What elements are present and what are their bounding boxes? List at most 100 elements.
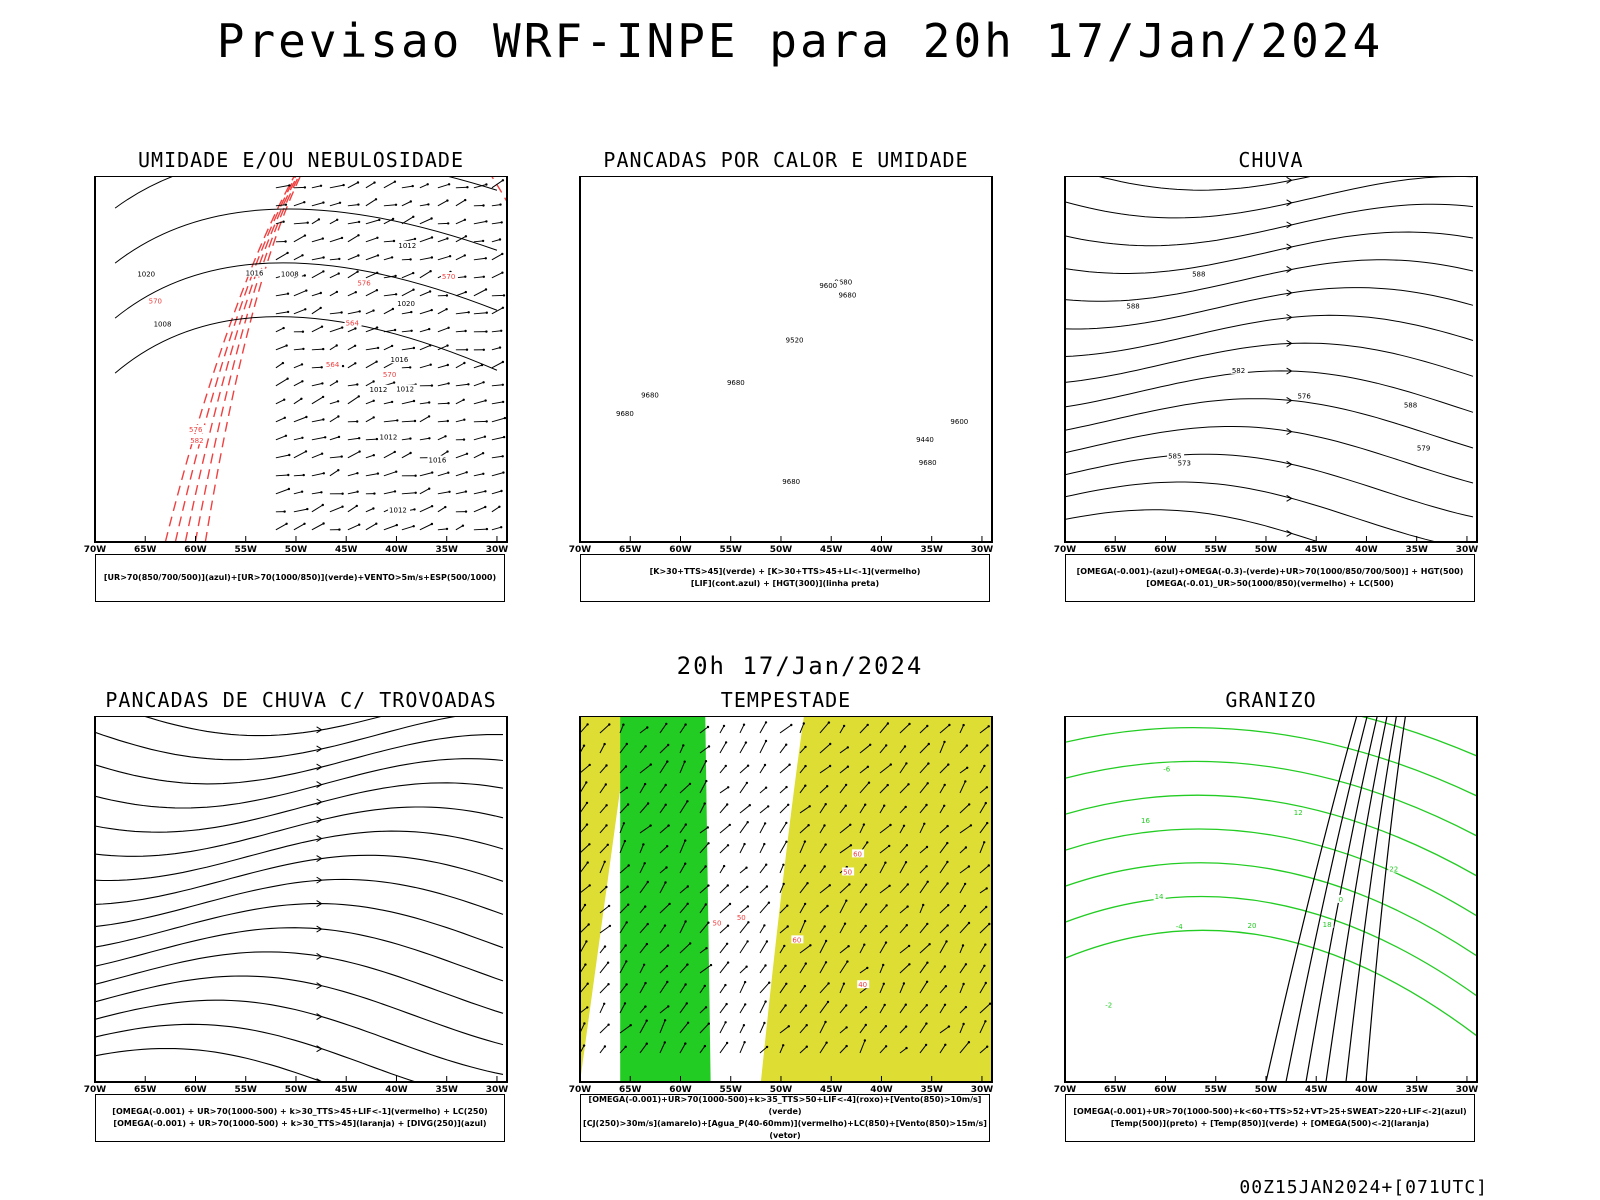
wind-vector <box>779 804 789 814</box>
wind-vector-head <box>946 860 949 864</box>
legend-line: [OMEGA(-0.001)+UR>70(1000-500)+k<60+TTS>… <box>1073 1107 1467 1116</box>
wind-vector-head <box>465 452 469 455</box>
wind-vector-head <box>828 884 831 887</box>
wind-vector-head <box>466 186 469 189</box>
wind-vector <box>839 725 845 734</box>
wind-vector-head <box>375 326 379 329</box>
wind-vector-head <box>986 1045 989 1048</box>
wind-vector-head <box>722 864 726 868</box>
wind-vector <box>491 239 501 243</box>
wind-vector-head <box>410 329 413 332</box>
wind-vector-head <box>498 238 502 241</box>
wind-vector <box>347 472 358 477</box>
wind-vector <box>473 276 484 279</box>
wind-vector <box>329 456 342 459</box>
wind-vector <box>383 401 393 405</box>
wind-vector <box>699 866 706 874</box>
wind-vector-head <box>947 763 950 766</box>
wind-vector-head <box>303 274 306 277</box>
wind-vector <box>759 1001 767 1014</box>
wind-vector <box>383 181 396 189</box>
lon-tick-label: 45W <box>820 1085 843 1095</box>
wind-vector-head <box>585 940 588 943</box>
wind-vector-head <box>705 947 708 950</box>
wind-vector-head <box>358 450 361 453</box>
wind-vector-head <box>447 222 450 225</box>
wind-vector <box>979 725 990 734</box>
wind-vector <box>799 1024 808 1034</box>
wind-vector-head <box>763 924 766 927</box>
wind-vector <box>329 327 343 333</box>
wind-vector-head <box>482 275 485 278</box>
wind-vector <box>819 803 827 814</box>
wind-vector-head <box>587 923 590 926</box>
contour-label-bg <box>1104 1000 1117 1009</box>
wind-vector <box>719 984 726 994</box>
wind-vector <box>699 964 712 974</box>
wind-vector <box>293 308 306 315</box>
thickness-contour <box>174 176 297 542</box>
wind-vector <box>419 402 430 405</box>
wind-vector-head <box>287 487 291 491</box>
wind-vector-head <box>342 183 345 187</box>
lon-tick-label: 55W <box>720 545 743 555</box>
wind-vector <box>659 945 669 954</box>
wind-vector <box>799 944 811 954</box>
contour-label-bg <box>915 434 938 443</box>
wind-vector <box>329 258 340 261</box>
wind-vector-head <box>726 884 729 887</box>
wind-vector-head <box>843 922 847 925</box>
wind-vector <box>939 784 946 794</box>
wind-vector <box>365 381 374 387</box>
contour-label-bg <box>1388 864 1401 873</box>
wind-vector <box>739 804 751 814</box>
wind-vector-head <box>684 983 687 986</box>
wind-vector-head <box>301 330 305 333</box>
wind-vector-head <box>482 348 485 351</box>
wind-vector-head <box>303 234 307 237</box>
wind-vector-head <box>907 944 911 948</box>
contour-label: 22 <box>1389 865 1398 873</box>
lon-tick-label: 70W <box>1054 545 1077 555</box>
wind-vector-head <box>825 1041 828 1044</box>
wind-vector <box>580 862 589 874</box>
wind-vector-head <box>376 271 379 274</box>
wind-vector <box>759 1022 765 1034</box>
wind-vector-head <box>683 760 686 763</box>
contour-label-bg <box>388 505 411 514</box>
wind-vector-head <box>768 981 771 984</box>
wind-vector-head <box>394 274 397 278</box>
wind-vector <box>919 1044 927 1054</box>
wind-vector <box>365 523 377 531</box>
wind-vector-head <box>481 239 485 243</box>
wind-vector <box>639 745 646 754</box>
legend-line: [OMEGA(-0.01)_UR>50(1000/850)(vermelho) … <box>1146 579 1394 588</box>
wind-vector-head <box>904 805 907 809</box>
wind-vector-head <box>686 800 689 803</box>
wind-vector-head <box>823 925 826 928</box>
wind-vector-head <box>904 1025 908 1028</box>
wind-vector-head <box>302 473 305 477</box>
wind-vector <box>329 400 339 405</box>
wind-vector <box>639 783 646 794</box>
wind-vector <box>739 742 747 754</box>
wind-vector <box>919 904 924 914</box>
wind-vector <box>719 742 727 754</box>
wind-vector <box>275 293 289 297</box>
wind-vector-head <box>429 363 432 366</box>
wind-vector <box>959 724 965 734</box>
wind-vector-head <box>925 1004 928 1007</box>
wind-vector-head <box>582 1044 586 1047</box>
wind-vector-head <box>803 864 807 867</box>
contour-label: 588 <box>1126 302 1139 310</box>
wind-vector-head <box>922 903 925 907</box>
wind-vector <box>619 945 627 954</box>
wind-vector <box>383 419 398 423</box>
wind-vector-head <box>745 965 748 968</box>
wind-vector-head <box>588 763 591 767</box>
contour-label-bg <box>188 424 206 433</box>
legend-box: [OMEGA(-0.001)+UR>70(1000-500)+k>35_TTS>… <box>580 1094 990 1142</box>
wind-vector <box>619 1024 631 1034</box>
wind-vector-head <box>945 940 948 943</box>
wind-vector-head <box>787 1025 790 1028</box>
